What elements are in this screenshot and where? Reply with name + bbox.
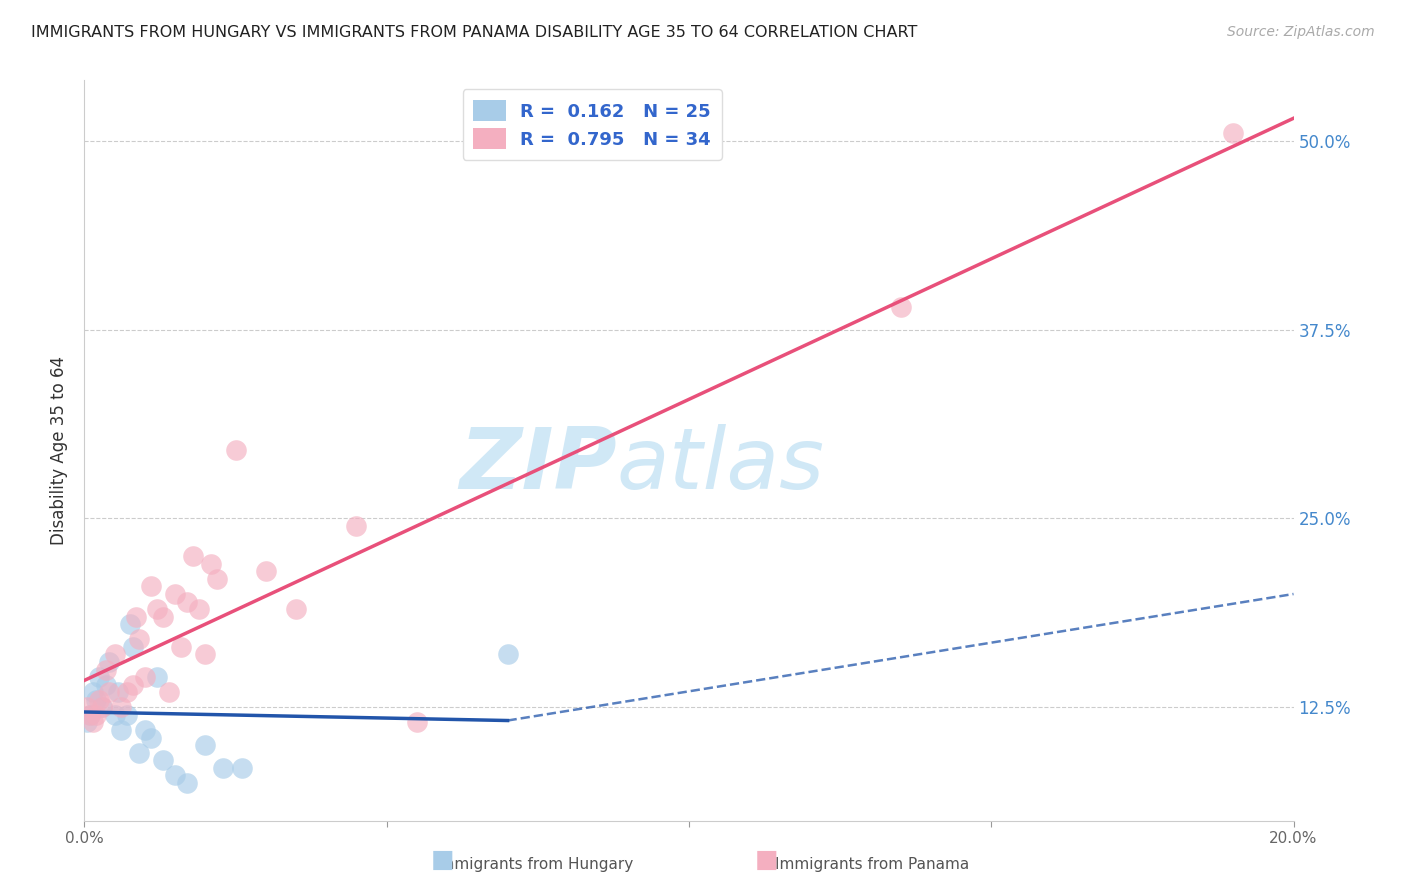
- Point: [139, 579, 162, 593]
- Point: [86, 707, 108, 722]
- Point: [176, 594, 198, 608]
- Text: atlas: atlas: [616, 424, 824, 507]
- Point: [157, 685, 180, 699]
- Point: [152, 609, 174, 624]
- Point: [76, 715, 98, 730]
- Point: [82, 715, 104, 730]
- Point: [134, 670, 156, 684]
- Point: [125, 609, 148, 624]
- Point: [86, 692, 108, 706]
- Point: [181, 549, 204, 564]
- Point: [91, 700, 114, 714]
- Text: ■: ■: [755, 848, 778, 872]
- Point: [128, 632, 150, 647]
- Point: [146, 602, 169, 616]
- Point: [188, 602, 211, 616]
- Point: [97, 685, 120, 699]
- Point: [165, 587, 187, 601]
- Point: [94, 678, 117, 692]
- Legend: R =  0.162   N = 25, R =  0.795   N = 34: R = 0.162 N = 25, R = 0.795 N = 34: [463, 89, 721, 160]
- Point: [79, 707, 101, 722]
- Point: [406, 715, 429, 730]
- Point: [121, 678, 143, 692]
- Point: [176, 776, 198, 790]
- Point: [115, 685, 138, 699]
- Point: [89, 692, 111, 706]
- Point: [152, 753, 174, 767]
- Point: [200, 557, 222, 571]
- Point: [225, 443, 247, 458]
- Point: [496, 648, 519, 662]
- Point: [79, 707, 101, 722]
- Y-axis label: Disability Age 35 to 64: Disability Age 35 to 64: [51, 356, 69, 545]
- Point: [121, 640, 143, 654]
- Text: ■: ■: [432, 848, 454, 872]
- Point: [346, 519, 368, 533]
- Point: [110, 723, 132, 737]
- Point: [118, 617, 141, 632]
- Point: [91, 700, 114, 714]
- Point: [212, 761, 235, 775]
- Point: [134, 723, 156, 737]
- Text: IMMIGRANTS FROM HUNGARY VS IMMIGRANTS FROM PANAMA DISABILITY AGE 35 TO 64 CORREL: IMMIGRANTS FROM HUNGARY VS IMMIGRANTS FR…: [31, 25, 917, 40]
- Point: [194, 738, 217, 752]
- Point: [107, 685, 129, 699]
- Point: [104, 707, 127, 722]
- Point: [89, 670, 111, 684]
- Text: Immigrants from Hungary: Immigrants from Hungary: [434, 857, 634, 872]
- Point: [1222, 126, 1244, 140]
- Point: [194, 648, 217, 662]
- Point: [97, 655, 120, 669]
- Point: [94, 663, 117, 677]
- Point: [285, 602, 308, 616]
- Point: [254, 565, 277, 579]
- Point: [104, 648, 127, 662]
- Point: [146, 670, 169, 684]
- Text: Source: ZipAtlas.com: Source: ZipAtlas.com: [1227, 25, 1375, 39]
- Point: [82, 685, 104, 699]
- Text: Immigrants from Panama: Immigrants from Panama: [775, 857, 969, 872]
- Point: [207, 572, 229, 586]
- Point: [231, 761, 253, 775]
- Point: [76, 700, 98, 714]
- Text: ZIP: ZIP: [458, 424, 616, 507]
- Point: [128, 746, 150, 760]
- Point: [110, 700, 132, 714]
- Point: [170, 640, 193, 654]
- Point: [890, 300, 912, 314]
- Point: [115, 707, 138, 722]
- Point: [139, 731, 162, 745]
- Point: [165, 768, 187, 782]
